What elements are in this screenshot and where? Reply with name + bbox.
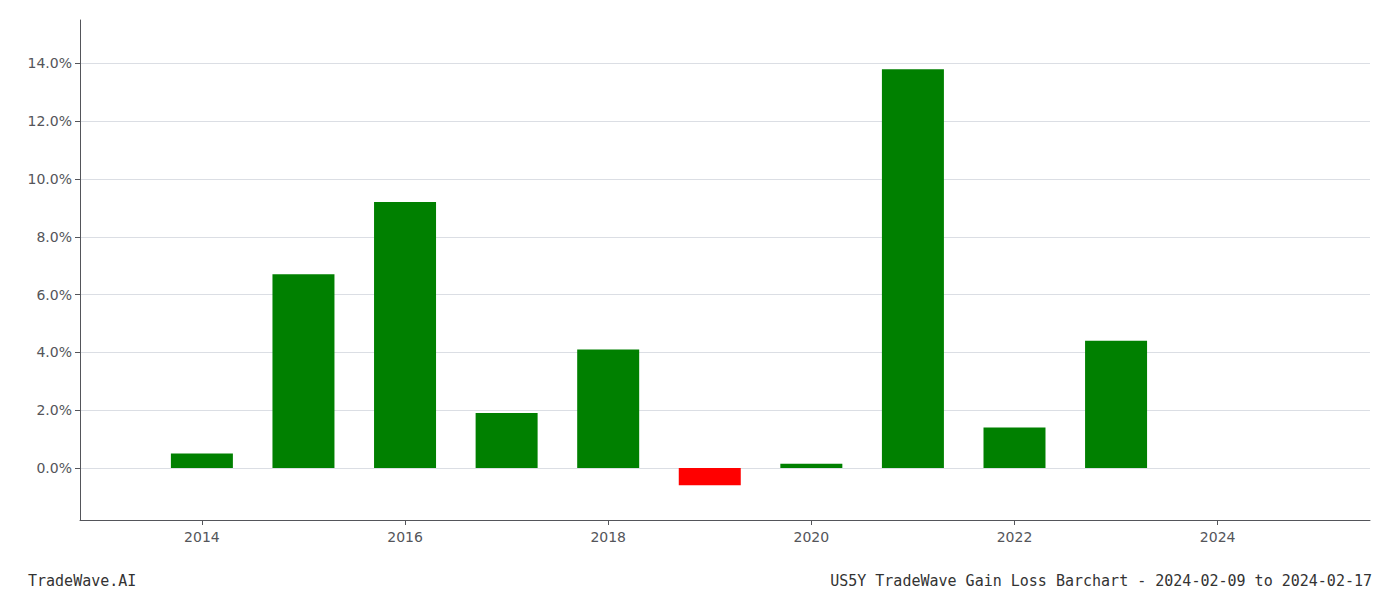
- svg-text:2022: 2022: [997, 529, 1033, 545]
- svg-text:2018: 2018: [590, 529, 626, 545]
- svg-text:8.0%: 8.0%: [36, 229, 72, 245]
- svg-text:2020: 2020: [794, 529, 830, 545]
- svg-text:14.0%: 14.0%: [28, 55, 72, 71]
- svg-text:10.0%: 10.0%: [28, 171, 72, 187]
- svg-text:2024: 2024: [1200, 529, 1236, 545]
- svg-text:TradeWave.AI: TradeWave.AI: [28, 572, 136, 590]
- svg-text:US5Y TradeWave Gain Loss Barch: US5Y TradeWave Gain Loss Barchart - 2024…: [830, 572, 1372, 590]
- svg-text:6.0%: 6.0%: [36, 287, 72, 303]
- svg-text:2014: 2014: [184, 529, 220, 545]
- svg-text:12.0%: 12.0%: [28, 113, 72, 129]
- svg-text:2016: 2016: [387, 529, 423, 545]
- svg-text:0.0%: 0.0%: [36, 460, 72, 476]
- svg-text:4.0%: 4.0%: [36, 344, 72, 360]
- svg-text:2.0%: 2.0%: [36, 402, 72, 418]
